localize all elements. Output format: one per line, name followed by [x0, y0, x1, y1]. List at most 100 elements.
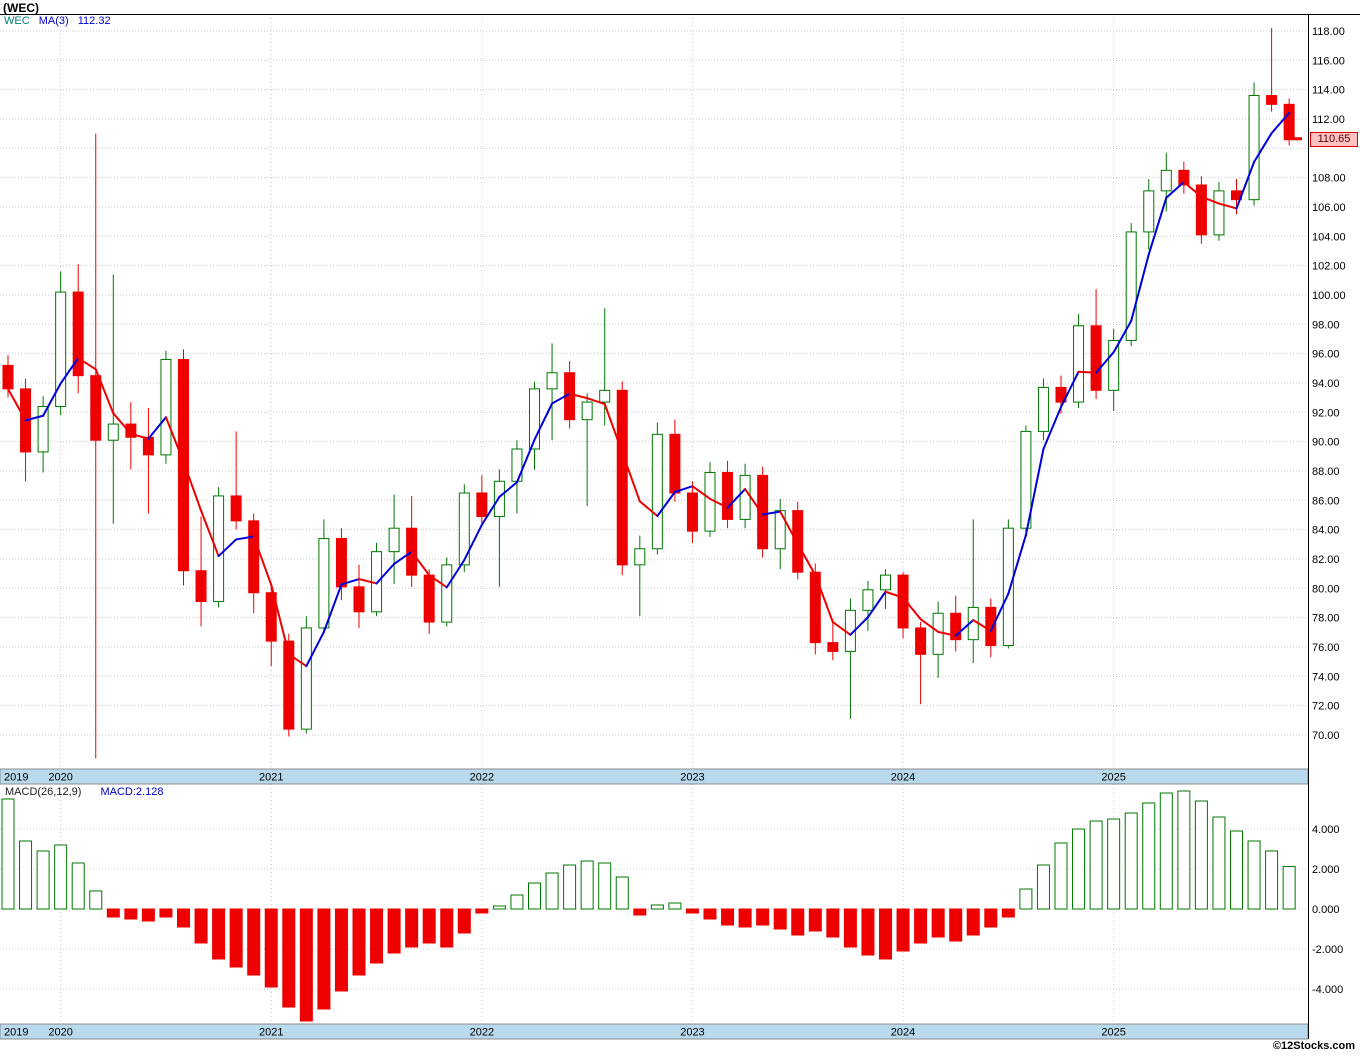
ma-segment [463, 523, 483, 561]
candle-up [1213, 190, 1225, 236]
price-tick-label: 102.00 [1312, 261, 1346, 273]
ma-segment [428, 574, 448, 589]
price-legend: WEC MA(3) 112.32 [4, 15, 111, 27]
year-label: 2022 [470, 772, 494, 784]
ma-segment [129, 432, 150, 440]
macd-bar-negative [896, 908, 910, 952]
ma-segment [1007, 534, 1027, 595]
price-tick-label: 90.00 [1312, 437, 1340, 449]
candle-up [318, 537, 330, 629]
ma-segment [533, 402, 554, 441]
macd-bar-positive [1019, 888, 1033, 910]
macd-bar-positive [668, 902, 682, 910]
candle-up [880, 574, 891, 591]
year-label: 2025 [1101, 1027, 1125, 1039]
ma-segment [1077, 370, 1098, 374]
macd-bar-negative [931, 908, 945, 938]
candle-up [704, 471, 716, 532]
candle-down [195, 570, 207, 603]
ma-segment [919, 618, 940, 633]
candle-down [265, 592, 277, 642]
ma-segment [656, 491, 676, 517]
macd-bar-positive [492, 905, 506, 910]
candle-down [686, 492, 698, 532]
macd-bar-negative [106, 908, 120, 918]
ma-segment [673, 485, 694, 494]
ma-segment [1130, 253, 1150, 322]
price-tick-label: 108.00 [1312, 173, 1346, 185]
macd-bar-negative [949, 908, 963, 942]
candle-up [1037, 386, 1049, 432]
ma-segment [94, 368, 115, 415]
ma-segment [270, 583, 290, 656]
macd-bar-positive [563, 864, 577, 910]
macd-bar-negative [773, 908, 787, 930]
price-tick-label: 80.00 [1312, 583, 1340, 595]
macd-bar-negative [334, 908, 348, 992]
price-tick-label: 94.00 [1312, 378, 1340, 390]
price-tick-label: 100.00 [1312, 290, 1346, 302]
ma-segment [603, 403, 624, 454]
macd-bar-positive [545, 872, 559, 910]
ma-segment [1217, 202, 1238, 210]
ma-segment [287, 653, 308, 668]
candle-down [985, 606, 997, 647]
macd-bar-positive [1124, 812, 1138, 910]
macd-tick-label: 2.000 [1312, 864, 1340, 876]
ma-segment [884, 590, 905, 599]
ma-segment [796, 542, 817, 577]
candle-up [1248, 95, 1260, 201]
ma-segment [305, 630, 325, 668]
price-tick-label: 92.00 [1312, 407, 1340, 419]
candle-down [792, 510, 804, 573]
axis-labels: 118.00 116.00 114.00 112.00 108.00 106.00 104.… [1312, 26, 1346, 996]
macd-bar-negative [984, 908, 998, 928]
candle-down [1178, 169, 1190, 186]
price-tick-label: 72.00 [1312, 701, 1340, 713]
ma-segment [866, 590, 887, 619]
candle-up [511, 448, 523, 482]
macd-bar-positive [1159, 792, 1173, 910]
price-tick-label: 70.00 [1312, 730, 1340, 742]
ma-segment [1147, 196, 1168, 256]
ma-segment [638, 500, 659, 517]
candle-up [546, 372, 558, 390]
candle-down [248, 520, 260, 594]
candle-down [423, 574, 435, 623]
candle-down [476, 492, 488, 517]
candle-up [1108, 339, 1120, 391]
legend-ma-label: MA(3) [38, 15, 69, 27]
year-label: 2024 [891, 772, 915, 784]
ma-segment [814, 574, 834, 624]
ma-segment [480, 495, 501, 526]
candles [2, 28, 1295, 759]
macd-histogram [1, 790, 1296, 1022]
candle-down [72, 291, 84, 377]
macd-legend: MACD(26,12,9) MACD:2.128 [5, 786, 163, 798]
macd-bar-negative [247, 908, 261, 976]
macd-bar-positive [1247, 840, 1261, 910]
candle-up [458, 492, 470, 566]
year-label: 2021 [259, 772, 283, 784]
candle-down [809, 571, 821, 644]
year-label: 2024 [891, 1027, 915, 1039]
candle-down [230, 495, 242, 522]
ma-segment [217, 538, 238, 558]
macd-bar-positive [615, 876, 629, 910]
ma-segment [1112, 319, 1133, 354]
legend-symbol: WEC [4, 15, 30, 27]
macd-bar-positive [598, 862, 612, 910]
year-label: 2025 [1101, 772, 1125, 784]
candle-down [915, 627, 927, 655]
macd-bar-negative [229, 908, 243, 968]
ma-segment [252, 535, 273, 586]
macd-bar-positive [580, 860, 594, 910]
ma-segment [1060, 370, 1080, 408]
ma-segment [551, 392, 571, 405]
candle-up [581, 401, 593, 421]
macd-bar-negative [212, 908, 226, 960]
macd-bar-positive [1282, 865, 1296, 910]
year-label: 2021 [259, 1027, 283, 1039]
candle-down [283, 640, 295, 730]
